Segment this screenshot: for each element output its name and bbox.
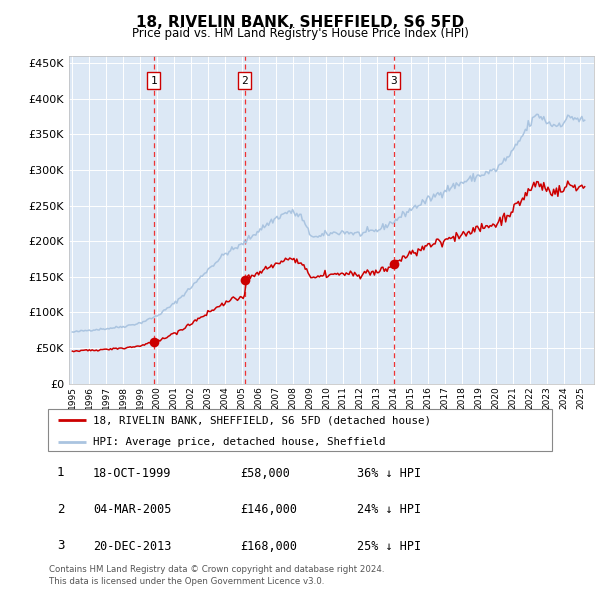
Text: 24% ↓ HPI: 24% ↓ HPI (357, 503, 421, 516)
Text: 3: 3 (390, 76, 397, 86)
Text: £168,000: £168,000 (240, 540, 297, 553)
Text: £146,000: £146,000 (240, 503, 297, 516)
Text: Price paid vs. HM Land Registry's House Price Index (HPI): Price paid vs. HM Land Registry's House … (131, 27, 469, 40)
Text: Contains HM Land Registry data © Crown copyright and database right 2024.
This d: Contains HM Land Registry data © Crown c… (49, 565, 385, 586)
Text: 2: 2 (57, 503, 64, 516)
Text: HPI: Average price, detached house, Sheffield: HPI: Average price, detached house, Shef… (94, 437, 386, 447)
Text: 3: 3 (57, 539, 64, 552)
Text: 18-OCT-1999: 18-OCT-1999 (93, 467, 172, 480)
Text: £58,000: £58,000 (240, 467, 290, 480)
Text: 18, RIVELIN BANK, SHEFFIELD, S6 5FD: 18, RIVELIN BANK, SHEFFIELD, S6 5FD (136, 15, 464, 30)
Text: 04-MAR-2005: 04-MAR-2005 (93, 503, 172, 516)
Text: 36% ↓ HPI: 36% ↓ HPI (357, 467, 421, 480)
Text: 18, RIVELIN BANK, SHEFFIELD, S6 5FD (detached house): 18, RIVELIN BANK, SHEFFIELD, S6 5FD (det… (94, 415, 431, 425)
Text: 20-DEC-2013: 20-DEC-2013 (93, 540, 172, 553)
Text: 1: 1 (151, 76, 157, 86)
FancyBboxPatch shape (48, 409, 552, 451)
Text: 1: 1 (57, 466, 64, 479)
Text: 25% ↓ HPI: 25% ↓ HPI (357, 540, 421, 553)
Text: 2: 2 (241, 76, 248, 86)
